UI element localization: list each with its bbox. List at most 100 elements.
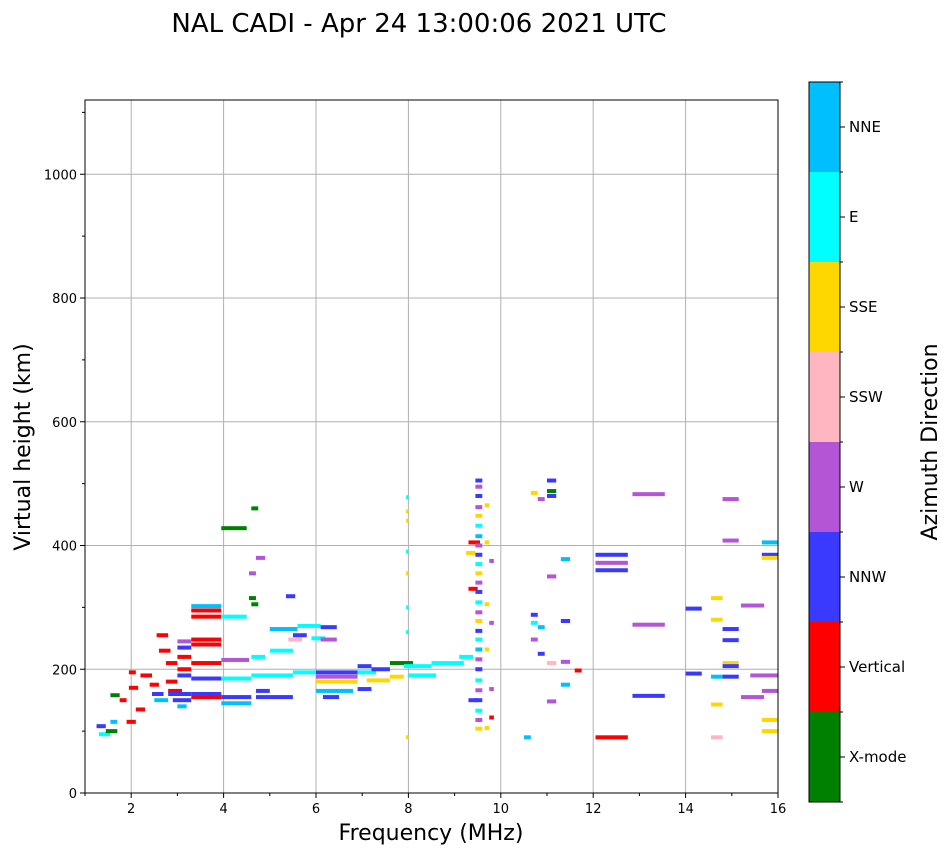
- echo-trace: [475, 698, 483, 703]
- colorbar-swatch: [809, 532, 840, 622]
- colorbar-swatch: [809, 622, 840, 712]
- echo-trace: [468, 540, 481, 545]
- echo-trace: [406, 509, 409, 514]
- echo-trace: [191, 676, 222, 681]
- echo-trace: [177, 639, 192, 644]
- echo-trace: [128, 685, 139, 690]
- y-tick-label: 400: [52, 540, 77, 555]
- echo-trace: [711, 702, 723, 707]
- colorbar-label: NNE: [849, 118, 881, 136]
- echo-trace: [560, 659, 571, 664]
- echo-trace: [316, 670, 358, 675]
- echo-trace: [459, 654, 474, 659]
- echo-trace: [177, 654, 192, 659]
- echo-trace: [475, 580, 483, 585]
- colorbar-label: E: [849, 208, 858, 226]
- echo-trace: [311, 636, 326, 641]
- echo-trace: [357, 670, 377, 675]
- x-tick-label: 14: [677, 802, 694, 817]
- echo-trace: [221, 701, 252, 706]
- echo-trace: [126, 719, 136, 724]
- echo-trace: [761, 717, 778, 722]
- echo-trace: [269, 648, 293, 653]
- echo-trace: [135, 707, 146, 712]
- echo-trace: [98, 732, 111, 737]
- echo-traces: [96, 478, 778, 740]
- colorbar-frame: [808, 81, 841, 803]
- echo-trace: [177, 645, 192, 650]
- echo-trace: [292, 670, 316, 675]
- echo-trace: [288, 637, 303, 642]
- echo-trace: [371, 667, 390, 672]
- echo-trace: [110, 719, 118, 724]
- echo-trace: [711, 617, 723, 622]
- echo-trace: [530, 490, 538, 495]
- echo-trace: [255, 555, 266, 560]
- y-tick-label: 600: [52, 416, 77, 431]
- x-tick-label: 10: [493, 802, 510, 817]
- echo-trace: [741, 695, 765, 700]
- echo-trace: [722, 627, 739, 632]
- echo-trace: [489, 620, 494, 625]
- echo-trace: [191, 695, 222, 700]
- colorbar-swatch: [809, 172, 840, 262]
- y-axis: 0 200 400 600 800 1000: [44, 111, 85, 802]
- echo-trace: [408, 673, 437, 678]
- echo-trace: [722, 497, 739, 502]
- x-tick-label: 16: [770, 802, 787, 817]
- colorbar-swatch: [809, 352, 840, 442]
- echo-trace: [475, 484, 483, 489]
- echo-trace: [177, 704, 187, 709]
- echo-trace: [255, 688, 270, 693]
- colorbar-swatch: [809, 262, 840, 352]
- echo-trace: [221, 676, 252, 681]
- colorbar-title: Azimuth Direction: [918, 343, 943, 540]
- echo-trace: [406, 605, 409, 610]
- echo-trace: [221, 695, 252, 700]
- echo-trace: [761, 555, 778, 560]
- x-tick-label: 2: [127, 802, 135, 817]
- echo-trace: [530, 637, 538, 642]
- x-axis-label: Frequency (MHz): [339, 821, 524, 846]
- echo-trace: [761, 688, 778, 693]
- echo-trace: [406, 630, 409, 635]
- echo-trace: [158, 648, 171, 653]
- echo-trace: [475, 534, 483, 539]
- echo-trace: [547, 494, 557, 498]
- echo-trace: [530, 620, 538, 625]
- echo-trace: [741, 603, 765, 608]
- echo-trace: [96, 724, 106, 729]
- echo-trace: [750, 673, 778, 678]
- echo-trace: [151, 692, 164, 696]
- echo-trace: [632, 622, 665, 627]
- colorbar-label: SSW: [849, 388, 883, 406]
- echo-trace: [475, 478, 483, 483]
- colorbar-label: Vertical: [849, 658, 905, 676]
- echo-trace: [191, 614, 222, 619]
- echo-trace: [249, 596, 256, 601]
- echo-trace: [484, 602, 490, 607]
- y-axis-label: Virtual height (km): [11, 343, 36, 550]
- echo-trace: [249, 571, 256, 576]
- echo-trace: [475, 513, 483, 518]
- echo-trace: [475, 618, 483, 623]
- echo-trace: [251, 673, 293, 678]
- echo-trace: [221, 614, 247, 619]
- echo-trace: [530, 612, 538, 617]
- echo-trace: [285, 594, 296, 599]
- echo-trace: [468, 698, 478, 703]
- echo-trace: [320, 625, 337, 630]
- echo-trace: [475, 610, 483, 615]
- echo-trace: [547, 699, 557, 704]
- echo-trace: [255, 695, 293, 700]
- echo-trace: [475, 717, 483, 722]
- echo-trace: [119, 698, 127, 703]
- echo-trace: [251, 506, 259, 511]
- echo-trace: [547, 478, 557, 483]
- echo-trace: [191, 604, 222, 609]
- echo-trace: [537, 651, 545, 656]
- echo-trace: [475, 667, 483, 672]
- echo-trace: [484, 647, 490, 652]
- echo-trace: [685, 606, 702, 611]
- echo-trace: [191, 637, 222, 642]
